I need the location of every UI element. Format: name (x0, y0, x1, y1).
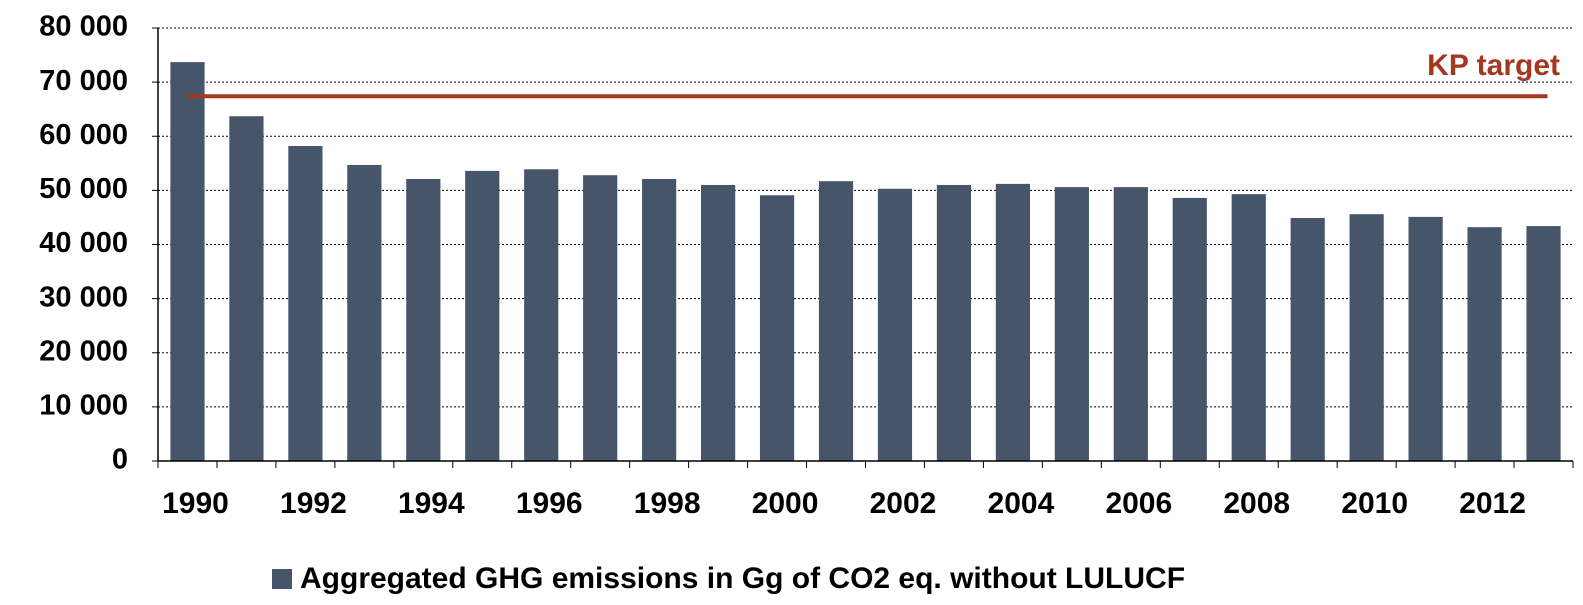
y-tick-label: 30 000 (39, 281, 128, 313)
x-tick-label: 1992 (280, 487, 347, 520)
x-tick-label: 1996 (516, 487, 583, 520)
legend-label: Aggregated GHG emissions in Gg of CO2 eq… (300, 562, 1185, 595)
bar (1349, 214, 1384, 461)
bar (759, 195, 795, 461)
bar (818, 181, 854, 461)
y-tick-label: 60 000 (39, 119, 128, 151)
x-tick-label: 2000 (752, 487, 819, 520)
y-tick-label: 40 000 (39, 227, 128, 259)
bar (288, 145, 323, 461)
target-label: KP target (1427, 49, 1560, 82)
bar (583, 175, 618, 461)
y-tick-label: 20 000 (39, 335, 128, 367)
x-tick-label: 2004 (988, 487, 1055, 520)
x-tick-label: 1998 (634, 487, 701, 520)
bar (1231, 194, 1266, 461)
bar (1290, 217, 1325, 461)
bar (1467, 227, 1502, 461)
bar (1526, 226, 1561, 461)
x-tick-label: 2012 (1459, 487, 1526, 520)
x-tick-label: 1994 (398, 487, 465, 520)
x-tick-label: 2006 (1105, 487, 1172, 520)
legend-swatch (272, 569, 292, 589)
bar (524, 169, 559, 462)
bar (170, 62, 205, 461)
bar (701, 184, 736, 461)
bar (1054, 187, 1089, 461)
bar (347, 164, 382, 461)
y-tick-label: 70 000 (39, 65, 128, 97)
bar (936, 184, 972, 461)
y-tick-label: 50 000 (39, 173, 128, 205)
bar (465, 170, 500, 461)
bar (1408, 216, 1443, 461)
bar (877, 188, 913, 461)
bar (1172, 197, 1207, 461)
bar (229, 116, 264, 461)
bar (642, 179, 677, 462)
y-tick-label: 10 000 (39, 390, 128, 422)
x-tick-label: 1990 (162, 487, 229, 520)
y-tick-label: 80 000 (39, 11, 128, 43)
bar (1113, 187, 1148, 461)
x-tick-label: 2002 (870, 487, 937, 520)
x-tick-label: 2008 (1223, 487, 1290, 520)
y-tick-label: 0 (112, 444, 128, 476)
bar (995, 183, 1030, 461)
x-tick-label: 2010 (1341, 487, 1408, 520)
bar (406, 179, 441, 462)
